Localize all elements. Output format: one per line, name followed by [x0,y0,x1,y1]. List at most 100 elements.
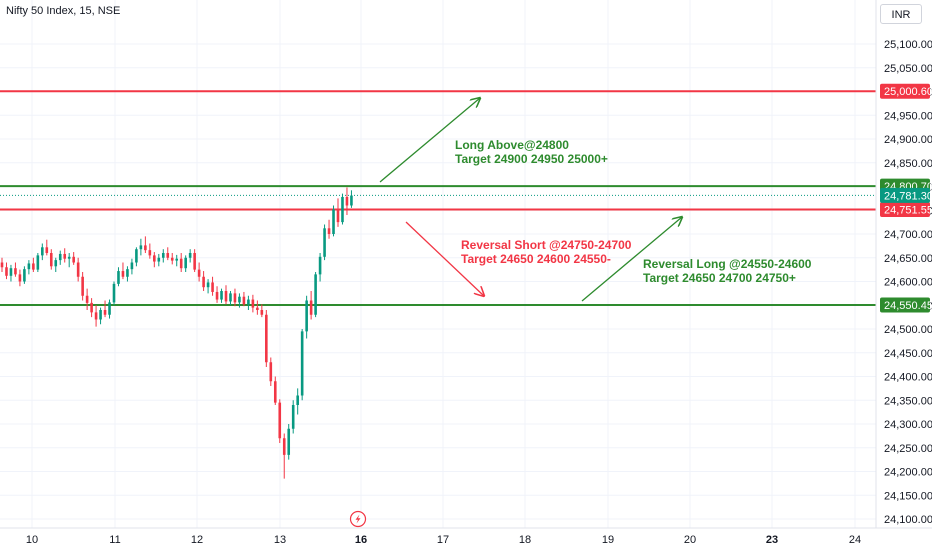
candle [45,239,49,256]
price-tick-label: 24,400.00 [884,372,932,384]
candle [161,249,165,263]
candle-body [193,253,196,270]
candle [135,247,138,267]
candle-body [220,291,223,300]
candle-body [197,269,201,277]
candle-body [265,314,268,363]
candle-body [63,253,67,259]
candle [269,357,273,386]
candle-body [224,291,228,302]
candle [309,291,313,320]
candle-body [85,295,89,303]
candle-body [9,268,13,276]
candle-body [166,253,170,258]
annotation-reversal-long[interactable]: Reversal Long @24550-24600 Target 24650 … [643,257,812,285]
candle [5,262,8,280]
time-tick-label: 13 [274,534,286,546]
price-tick-label: 25,050.00 [884,63,932,75]
candle [90,298,93,318]
time-tick-label: 16 [355,534,367,546]
candle-body [112,283,116,303]
candle [233,288,237,307]
candle [323,224,326,261]
candle [18,269,22,287]
candle [157,253,161,267]
candle [23,266,26,284]
candle [0,257,4,272]
candle [126,266,129,282]
candle-body [49,253,53,267]
candle-body [121,271,125,277]
candle [121,262,125,280]
price-tick-label: 24,500.00 [884,324,932,336]
candle [202,271,205,291]
candle [148,243,152,259]
time-tick-label: 12 [191,534,203,546]
candle-body [153,255,156,262]
price-tick-label: 25,100.00 [884,39,932,51]
candle-body [144,245,147,251]
time-axis[interactable]: 10 11 12 13 16 17 18 19 20 23 24 [26,534,861,546]
price-tick-label: 24,700.00 [884,229,932,241]
lightning-icon[interactable] [349,510,367,528]
candle [229,291,232,306]
annotation-reversal-short-line1: Reversal Short @24750-24700 [461,238,632,252]
candle [54,257,58,272]
candle [341,193,344,225]
price-tick-label: 24,850.00 [884,158,932,170]
candle [273,376,277,405]
candle [327,219,331,239]
candle [242,291,246,307]
price-axis[interactable]: 25,100.0025,050.0025,000.0024,950.0024,9… [884,39,932,526]
candle-body [45,247,49,253]
candle [130,258,134,275]
candle-body [215,291,219,300]
candle [188,249,192,263]
reversal-short-arrow[interactable] [405,221,484,296]
candle-body [247,299,250,305]
candle-body [202,276,205,288]
candle-body [41,247,44,256]
candle [350,190,353,208]
candle [67,253,71,268]
candle-body [296,395,299,405]
candle [76,257,80,282]
time-tick-label: 10 [26,534,38,546]
annotation-long-above[interactable]: Long Above@24800 Target 24900 24950 2500… [455,138,608,166]
candle [278,399,282,443]
annotation-reversal-short[interactable]: Reversal Short @24750-24700 Target 24650… [461,238,632,266]
candle [318,253,322,282]
candle [345,187,349,215]
candle-body [256,307,259,310]
candle-body [179,258,183,269]
candle [49,249,53,270]
reversal-long-arrow[interactable] [581,217,682,302]
candle-body [94,312,98,320]
candle-body [18,274,22,282]
price-tick-label: 24,900.00 [884,134,932,146]
annotation-arrows [379,98,682,302]
annotation-long-above-line2: Target 24900 24950 25000+ [455,152,608,166]
long-above-arrow[interactable] [379,98,480,183]
current-price-badge: 24,781.30 [880,187,932,203]
candle [291,400,295,434]
candle-body [323,228,326,257]
candle [117,267,120,287]
candle-body [130,262,134,270]
candle [14,262,17,277]
candle [85,288,89,310]
currency-selector[interactable]: INR [880,4,922,24]
candle-body [72,256,75,263]
horizontal-levels [0,90,876,307]
candle [166,247,170,261]
annotation-reversal-long-line1: Reversal Long @24550-24600 [643,257,812,271]
candle-body [90,302,93,313]
candle [206,279,210,294]
candle-body [23,269,26,282]
candle-body [269,362,273,382]
candle-body [206,282,210,288]
candle [139,238,143,256]
candle [251,294,255,313]
